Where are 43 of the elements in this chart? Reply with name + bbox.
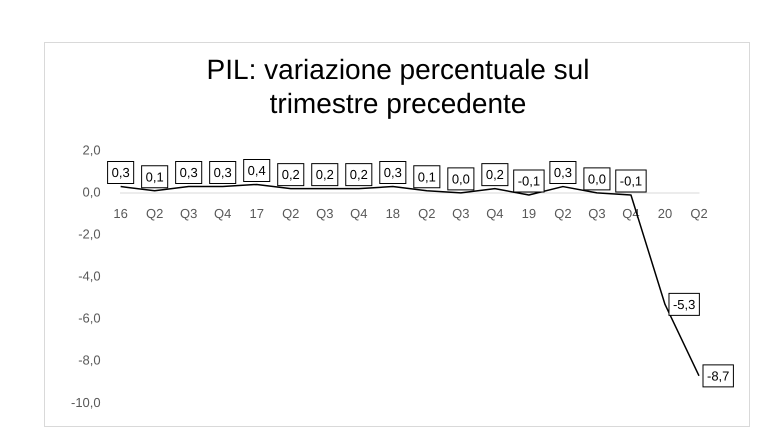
data-label: 0,2 [316,167,334,182]
data-label: 0,1 [146,169,164,184]
data-label: 0,3 [180,165,198,180]
x-tick-label: 17 [249,206,264,222]
data-label: 0,1 [418,169,436,184]
y-tick-label: 2,0 [82,142,101,158]
y-tick-label: -4,0 [78,268,101,284]
data-label: 0,3 [554,165,572,180]
y-tick-label: -2,0 [78,226,101,242]
x-tick-label: Q3 [316,206,334,222]
x-tick-label: Q3 [180,206,198,222]
x-tick-label: 19 [522,206,536,222]
chart-title: PIL: variazione percentuale sul trimestre precedente [206,53,590,121]
x-tick-label: Q2 [418,206,436,222]
x-tick-label: Q4 [486,206,504,222]
x-tick-label: 20 [658,206,672,222]
x-tick-label: Q3 [588,206,606,222]
data-label: 0,2 [282,167,300,182]
data-label: 0,2 [486,167,504,182]
x-tick-label: Q2 [146,206,164,222]
x-tick-label: Q2 [554,206,572,222]
y-tick-label: 0,0 [82,184,101,200]
data-label: 0,3 [384,165,402,180]
x-tick-label: Q2 [282,206,300,222]
data-label: 0,4 [248,163,266,178]
x-tick-label: Q2 [690,206,708,222]
data-label: 0,3 [214,165,232,180]
x-tick-label: Q4 [350,206,368,222]
data-label: 0,3 [112,165,130,180]
data-label: 0,2 [350,167,368,182]
data-label: -5,3 [672,296,696,312]
data-label: -0,1 [518,174,540,189]
data-label: 0,0 [452,171,470,186]
x-tick-label: Q3 [452,206,470,222]
x-tick-label: 16 [113,206,128,222]
data-label: 0,0 [588,171,606,186]
x-tick-label: 18 [386,206,400,222]
data-label: -8,7 [706,368,730,384]
data-label: -0,1 [620,174,642,189]
x-tick-label: Q4 [214,206,232,222]
y-tick-label: -10,0 [70,394,101,410]
y-tick-label: -8,0 [78,352,101,368]
y-tick-label: -6,0 [78,310,101,326]
